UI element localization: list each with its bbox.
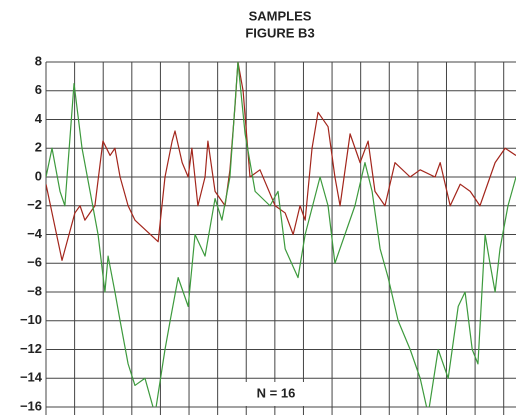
y-tick-label: 2 [35, 140, 42, 155]
y-tick-label: −12 [20, 341, 42, 356]
y-tick-label: −14 [20, 370, 43, 385]
annotation: N = 16 [257, 385, 296, 400]
y-tick-label: 0 [35, 168, 42, 183]
data-line [46, 62, 516, 261]
y-tick-label: −8 [27, 283, 42, 298]
plot-area [46, 62, 516, 407]
y-tick-label: −4 [27, 226, 43, 241]
y-tick-label: 8 [35, 53, 42, 68]
y-tick-label: 6 [35, 82, 42, 97]
y-tick-label: −2 [27, 197, 42, 212]
chart-title: SAMPLES [249, 8, 312, 23]
annotation-box [226, 382, 326, 406]
grid: −16 −14 −12 −10 −8 −6 −4 −2 0 2 4 6 8 [20, 53, 516, 415]
y-tick-label: −6 [27, 255, 42, 270]
data-line [46, 62, 516, 407]
y-tick-label: −10 [20, 312, 42, 327]
y-tick-label: −16 [20, 398, 42, 413]
chart-subtitle: FIGURE B3 [245, 25, 314, 40]
y-tick-label: 4 [35, 111, 43, 126]
